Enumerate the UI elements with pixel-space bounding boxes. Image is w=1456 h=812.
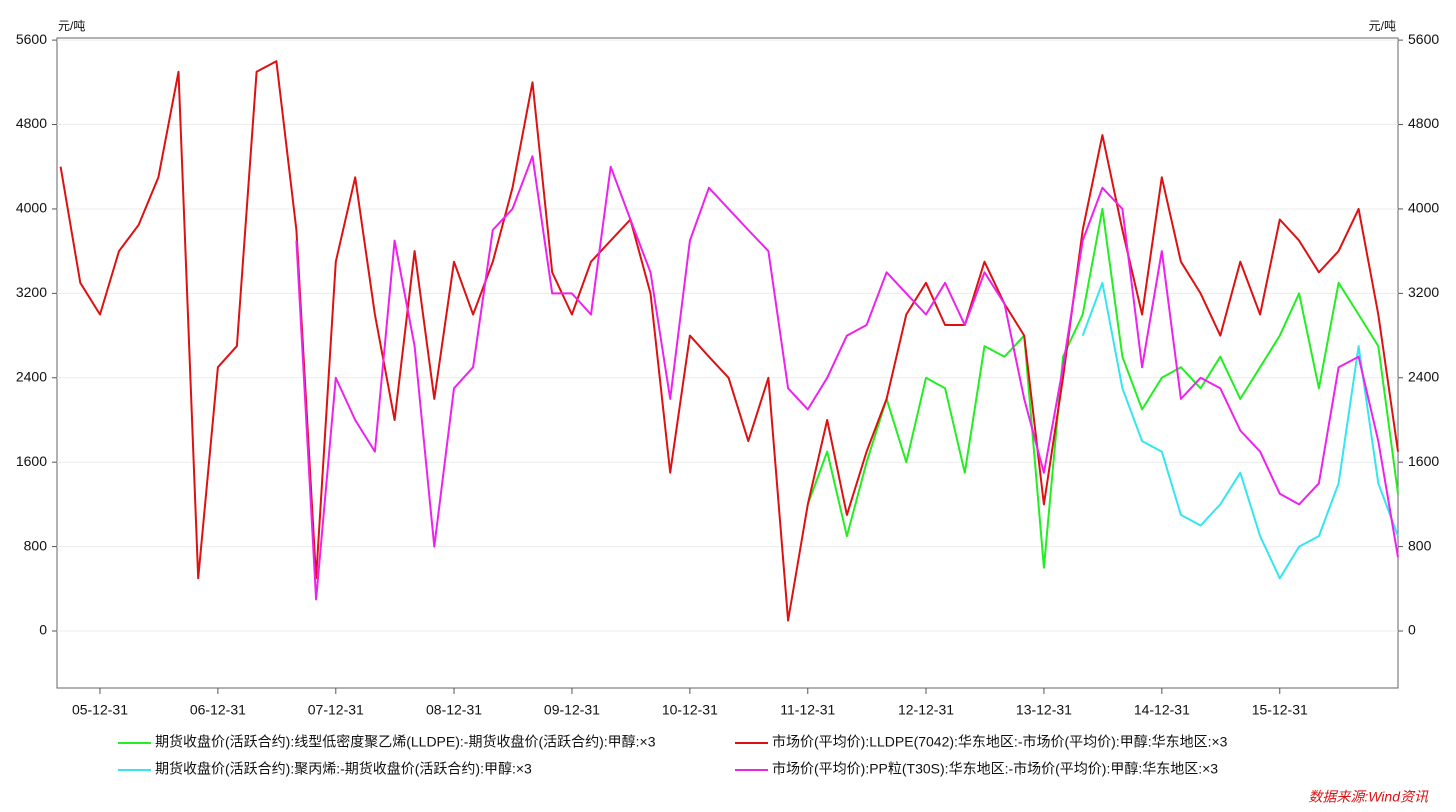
legend-label: 市场价(平均价):PP粒(T30S):华东地区:-市场价(平均价):甲醇:华东地… <box>772 761 1218 777</box>
x-tick-label: 12-12-31 <box>898 702 954 718</box>
legend-label: 期货收盘价(活跃合约):聚丙烯:-期货收盘价(活跃合约):甲醇:×3 <box>155 761 532 777</box>
x-tick-label: 07-12-31 <box>308 702 364 718</box>
legend-label: 期货收盘价(活跃合约):线型低密度聚乙烯(LLDPE):-期货收盘价(活跃合约)… <box>155 734 656 750</box>
y2-tick-label: 4800 <box>1408 115 1439 131</box>
y-tick-label: 0 <box>39 622 47 638</box>
y-tick-label: 4800 <box>16 115 47 131</box>
y-tick-label: 1600 <box>16 453 47 469</box>
y2-tick-label: 3200 <box>1408 284 1439 300</box>
series-line <box>295 155 1399 601</box>
x-tick-label: 05-12-31 <box>72 702 128 718</box>
series-line <box>59 60 1399 622</box>
legend-label: 市场价(平均价):LLDPE(7042):华东地区:-市场价(平均价):甲醇:华… <box>772 734 1228 750</box>
y2-tick-label: 5600 <box>1408 31 1439 47</box>
series-line <box>1081 281 1399 580</box>
series-line <box>806 207 1399 569</box>
x-tick-label: 11-12-31 <box>780 702 835 718</box>
y2-tick-label: 2400 <box>1408 368 1439 384</box>
x-tick-label: 13-12-31 <box>1016 702 1072 718</box>
y-tick-label: 2400 <box>16 368 47 384</box>
x-tick-label: 15-12-31 <box>1252 702 1308 718</box>
y2-tick-label: 1600 <box>1408 453 1439 469</box>
x-tick-label: 08-12-31 <box>426 702 482 718</box>
x-tick-label: 09-12-31 <box>544 702 600 718</box>
y-unit-right: 元/吨 <box>1369 19 1396 33</box>
y-tick-label: 5600 <box>16 31 47 47</box>
y-tick-label: 4000 <box>16 200 47 216</box>
y2-tick-label: 0 <box>1408 622 1416 638</box>
source-note: 数据来源:Wind资讯 <box>1308 789 1429 805</box>
x-tick-label: 10-12-31 <box>662 702 718 718</box>
plot-frame <box>56 37 1399 689</box>
y-tick-label: 3200 <box>16 284 47 300</box>
y-tick-label: 800 <box>24 537 48 553</box>
y2-tick-label: 800 <box>1408 537 1432 553</box>
x-tick-label: 06-12-31 <box>190 702 246 718</box>
y2-tick-label: 4000 <box>1408 200 1439 216</box>
y-unit-left: 元/吨 <box>58 19 85 33</box>
x-tick-label: 14-12-31 <box>1134 702 1190 718</box>
